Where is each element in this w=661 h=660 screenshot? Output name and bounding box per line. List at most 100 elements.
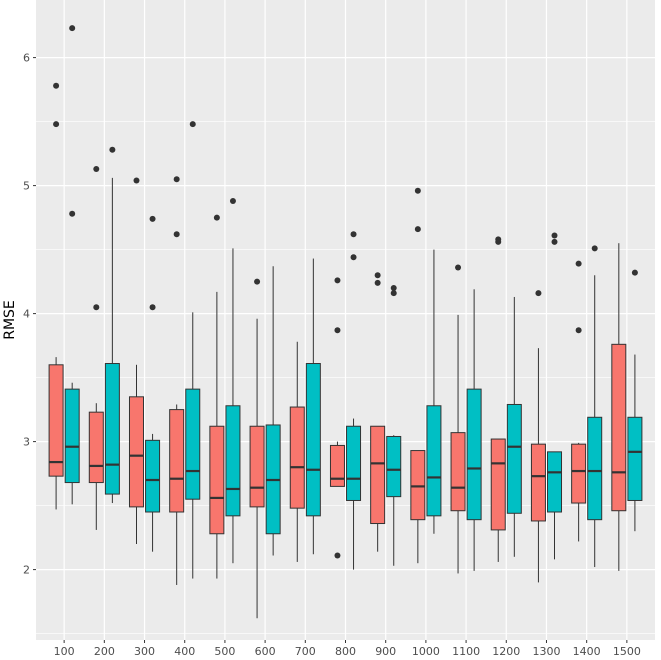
box-series-2 xyxy=(225,197,241,564)
box-series-2 xyxy=(185,121,201,579)
box-series-1 xyxy=(611,243,627,571)
box-body xyxy=(547,451,563,513)
box-body xyxy=(611,343,627,512)
x-tick-label: 800 xyxy=(335,645,356,658)
y-tick-label: 2 xyxy=(23,564,30,577)
box-series-1 xyxy=(88,165,104,530)
box-body xyxy=(386,435,402,498)
outlier-point xyxy=(551,238,558,245)
outlier-point xyxy=(374,272,381,279)
box-body xyxy=(346,425,362,501)
outlier-point xyxy=(334,277,341,284)
box-body xyxy=(530,443,546,522)
outlier-point xyxy=(591,245,598,252)
outlier-point xyxy=(551,232,558,239)
box-series-1 xyxy=(249,278,265,619)
y-tick-label: 5 xyxy=(23,180,30,193)
box-body xyxy=(104,363,120,495)
outlier-point xyxy=(189,121,196,128)
x-tick-label: 1200 xyxy=(492,645,520,658)
box-body xyxy=(169,409,185,513)
box-series-2 xyxy=(64,25,80,505)
box-body xyxy=(209,425,225,535)
y-tick-label: 4 xyxy=(23,308,30,321)
outlier-point xyxy=(149,215,156,222)
box-series-1 xyxy=(530,290,546,583)
outlier-point xyxy=(69,25,76,32)
x-tick-label: 400 xyxy=(174,645,195,658)
outlier-point xyxy=(535,290,542,297)
outlier-point xyxy=(374,279,381,286)
outlier-point xyxy=(53,121,60,128)
box-series-2 xyxy=(386,285,402,566)
box-series-1 xyxy=(289,341,305,562)
x-tick-label: 500 xyxy=(214,645,235,658)
outlier-point xyxy=(334,552,341,559)
y-tick-label: 3 xyxy=(23,436,30,449)
outlier-point xyxy=(213,214,220,221)
outlier-point xyxy=(575,327,582,334)
outlier-point xyxy=(229,197,236,204)
outlier-point xyxy=(631,269,638,276)
x-tick-label: 700 xyxy=(295,645,316,658)
box-series-2 xyxy=(305,258,321,555)
x-tick-label: 100 xyxy=(54,645,75,658)
box-series-2 xyxy=(627,269,643,532)
outlier-point xyxy=(414,226,421,233)
box-body xyxy=(410,450,426,521)
box-body xyxy=(185,388,201,500)
box-body xyxy=(145,439,161,513)
x-tick-label: 1300 xyxy=(532,645,560,658)
outlier-point xyxy=(350,254,357,261)
box-series-1 xyxy=(410,187,426,564)
box-series-2 xyxy=(265,266,281,556)
x-tick-label: 1500 xyxy=(613,645,641,658)
outlier-point xyxy=(350,231,357,238)
outlier-point xyxy=(93,165,100,172)
box-series-2 xyxy=(145,215,161,552)
box-body xyxy=(627,416,643,501)
outlier-point xyxy=(334,327,341,334)
box-body xyxy=(128,396,144,508)
outlier-point xyxy=(173,231,180,238)
x-tick-label: 300 xyxy=(134,645,155,658)
box-series-1 xyxy=(490,236,506,562)
box-series-1 xyxy=(450,264,466,574)
outlier-point xyxy=(109,146,116,153)
box-body xyxy=(289,406,305,509)
y-axis-title: RMSE xyxy=(2,300,18,340)
box-series-1 xyxy=(571,260,587,542)
box-body xyxy=(249,425,265,508)
box-series-1 xyxy=(370,272,386,552)
box-series-2 xyxy=(587,245,603,568)
box-series-2 xyxy=(547,232,563,560)
x-tick-label: 600 xyxy=(255,645,276,658)
box-series-1 xyxy=(128,177,144,544)
outlier-point xyxy=(149,304,156,311)
x-tick-label: 900 xyxy=(375,645,396,658)
box-series-2 xyxy=(466,289,482,571)
box-body xyxy=(426,405,442,517)
box-series-2 xyxy=(426,249,442,534)
outlier-point xyxy=(414,187,421,194)
box-body xyxy=(370,425,386,525)
x-tick-label: 1000 xyxy=(412,645,440,658)
box-series-2 xyxy=(346,231,362,570)
box-body xyxy=(88,411,104,484)
x-tick-label: 1400 xyxy=(573,645,601,658)
outlier-point xyxy=(93,304,100,311)
outlier-point xyxy=(173,176,180,183)
outlier-point xyxy=(254,278,261,285)
box-body xyxy=(48,364,64,477)
box-body xyxy=(571,443,587,504)
grid-major xyxy=(36,0,655,640)
y-tick-label: 6 xyxy=(23,52,30,65)
box-body xyxy=(466,388,482,521)
axes-layer: 2 3 4 5 6 100 200 300 400 500 600 700 800 900 1000 1100… xyxy=(23,52,641,658)
x-tick-label: 200 xyxy=(94,645,115,658)
boxes-layer xyxy=(48,25,643,619)
box-body xyxy=(450,432,466,512)
box-series-1 xyxy=(48,82,64,510)
box-body xyxy=(64,388,80,484)
